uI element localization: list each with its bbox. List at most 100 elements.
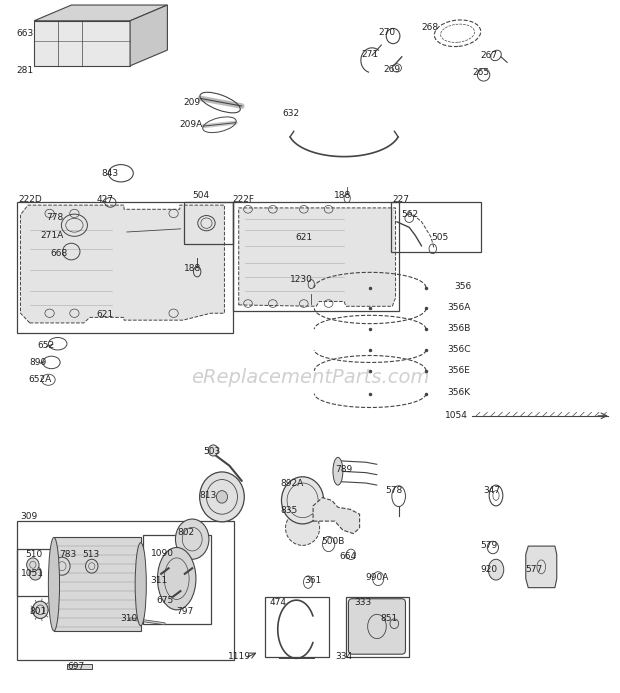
Text: 427: 427 <box>97 195 113 204</box>
Bar <box>232 202 399 311</box>
Text: 188: 188 <box>184 264 202 272</box>
FancyBboxPatch shape <box>348 599 405 654</box>
Text: 843: 843 <box>101 169 118 177</box>
Text: 1119: 1119 <box>228 653 251 661</box>
Text: 267: 267 <box>480 51 498 60</box>
Bar <box>17 521 234 660</box>
Bar <box>17 549 110 596</box>
Text: 797: 797 <box>177 607 194 615</box>
Polygon shape <box>239 208 396 306</box>
Bar <box>184 202 232 244</box>
Text: 801: 801 <box>30 607 47 615</box>
Text: 188: 188 <box>334 191 351 200</box>
Text: 500B: 500B <box>322 538 345 546</box>
Text: 271: 271 <box>361 50 379 58</box>
Text: 503: 503 <box>203 448 221 456</box>
Ellipse shape <box>29 566 42 580</box>
Text: eReplacementParts.com: eReplacementParts.com <box>191 368 429 387</box>
Text: 1051: 1051 <box>20 570 43 578</box>
Text: 356: 356 <box>454 283 472 291</box>
FancyArrow shape <box>67 664 92 669</box>
Text: 675: 675 <box>157 597 174 605</box>
Text: 851: 851 <box>381 614 398 622</box>
Text: 577: 577 <box>526 565 543 574</box>
Text: 579: 579 <box>480 541 497 550</box>
Polygon shape <box>130 5 167 66</box>
Ellipse shape <box>157 547 196 610</box>
Text: 664: 664 <box>340 552 357 561</box>
Ellipse shape <box>216 491 228 503</box>
Text: 209A: 209A <box>180 121 203 129</box>
Text: 621: 621 <box>96 310 113 319</box>
Text: 562: 562 <box>402 211 419 219</box>
Text: 1054: 1054 <box>445 412 468 420</box>
Text: 356C: 356C <box>448 345 471 353</box>
Text: 802: 802 <box>177 528 195 536</box>
Text: 813: 813 <box>200 491 217 500</box>
Text: 892A: 892A <box>280 480 304 488</box>
Text: 356E: 356E <box>448 366 471 374</box>
Ellipse shape <box>54 557 70 575</box>
Text: 222D: 222D <box>19 195 42 204</box>
Text: 783: 783 <box>59 550 76 559</box>
Ellipse shape <box>489 559 503 580</box>
Text: 1230: 1230 <box>290 276 313 284</box>
Ellipse shape <box>200 472 244 522</box>
Bar <box>346 597 409 657</box>
Text: 265: 265 <box>472 69 490 77</box>
Text: 347: 347 <box>484 486 501 495</box>
Text: 271A: 271A <box>40 231 64 240</box>
Ellipse shape <box>175 519 209 559</box>
Text: 890: 890 <box>30 358 47 367</box>
Bar <box>265 597 329 657</box>
Ellipse shape <box>333 457 343 485</box>
Text: 652: 652 <box>37 341 55 349</box>
Text: 474: 474 <box>270 599 286 607</box>
Text: 789: 789 <box>335 466 352 474</box>
Text: 281: 281 <box>17 67 34 75</box>
Text: 663: 663 <box>17 29 34 37</box>
Text: 504: 504 <box>192 191 210 200</box>
Text: 356B: 356B <box>448 324 471 333</box>
Ellipse shape <box>208 445 218 456</box>
Text: 578: 578 <box>386 486 403 495</box>
Bar <box>143 535 211 624</box>
Text: 222F: 222F <box>232 195 254 204</box>
Bar <box>54 537 141 631</box>
Text: 309: 309 <box>20 513 37 521</box>
Text: 505: 505 <box>432 234 449 242</box>
Polygon shape <box>34 5 167 21</box>
Polygon shape <box>34 21 130 66</box>
Text: 356K: 356K <box>448 389 471 397</box>
Text: 311: 311 <box>151 577 168 585</box>
Ellipse shape <box>281 477 324 524</box>
Ellipse shape <box>86 559 98 573</box>
Polygon shape <box>313 498 360 534</box>
Text: 697: 697 <box>67 663 84 671</box>
Text: 652A: 652A <box>28 376 51 384</box>
Text: 334: 334 <box>335 653 352 661</box>
Bar <box>17 202 232 333</box>
Polygon shape <box>526 546 557 588</box>
Text: 513: 513 <box>82 550 100 559</box>
Text: 209: 209 <box>183 98 200 107</box>
Text: 510: 510 <box>25 550 42 559</box>
Text: 361: 361 <box>304 577 321 585</box>
Ellipse shape <box>27 558 39 572</box>
Text: 835: 835 <box>281 506 298 514</box>
Ellipse shape <box>33 602 48 618</box>
Text: 668: 668 <box>51 249 68 258</box>
Ellipse shape <box>48 538 60 631</box>
Text: 356A: 356A <box>448 304 471 312</box>
Text: 990A: 990A <box>366 573 389 581</box>
Text: 621: 621 <box>295 233 312 241</box>
Ellipse shape <box>285 511 320 545</box>
Text: 778: 778 <box>46 213 64 222</box>
Text: 268: 268 <box>422 24 439 32</box>
Text: 310: 310 <box>120 615 138 623</box>
Text: 632: 632 <box>282 109 299 118</box>
Text: 227: 227 <box>392 195 409 204</box>
Polygon shape <box>20 205 224 323</box>
Text: 270: 270 <box>378 28 396 37</box>
Text: 920: 920 <box>480 565 497 574</box>
